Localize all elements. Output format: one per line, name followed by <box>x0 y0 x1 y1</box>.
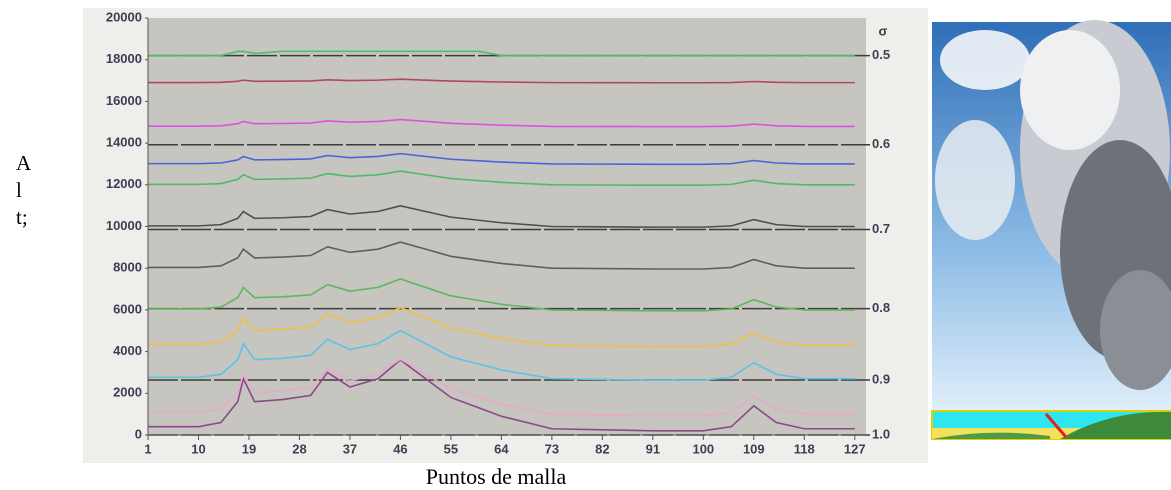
y2-tick-label: 0.7 <box>872 221 890 236</box>
x-tick-label: 37 <box>343 441 357 456</box>
x-tick-label: 55 <box>444 441 458 456</box>
y-tick-label: 8000 <box>113 260 142 275</box>
y-tick-label: 12000 <box>106 176 142 191</box>
y-tick-label: 16000 <box>106 93 142 108</box>
y2-tick-label: 0.6 <box>872 136 890 151</box>
y-tick-label: 6000 <box>113 301 142 316</box>
line <box>148 118 855 128</box>
y2-tick-label: 1.0 <box>872 426 890 441</box>
x-tick-label: 118 <box>794 441 815 456</box>
y-tick-label: 10000 <box>106 218 142 233</box>
x-tick-label: 100 <box>692 441 714 456</box>
x-tick-label: 109 <box>743 441 765 456</box>
x-tick-label: 73 <box>545 441 559 456</box>
plot-area <box>148 18 866 435</box>
x-tick-label: 82 <box>595 441 609 456</box>
y-tick-label: 14000 <box>106 135 142 150</box>
y-tick-label: 0 <box>135 426 142 441</box>
y2-axis-label: σ <box>879 23 888 38</box>
x-tick-label: 46 <box>393 441 407 456</box>
x-tick-label: 127 <box>844 441 866 456</box>
y-tick-label: 2000 <box>113 385 142 400</box>
x-tick-label: 1 <box>144 441 151 456</box>
y2-tick-label: 0.8 <box>872 300 890 315</box>
x-tick-label: 28 <box>292 441 306 456</box>
x-tick-label: 19 <box>242 441 256 456</box>
line <box>148 306 855 348</box>
y-axis-label: Alt; <box>16 151 32 229</box>
line <box>148 329 855 381</box>
line <box>148 152 855 166</box>
x-tick-label: 64 <box>494 441 509 456</box>
y2-tick-label: 0.9 <box>872 371 890 386</box>
line <box>148 50 855 57</box>
x-tick-label: 10 <box>191 441 205 456</box>
line <box>148 358 855 432</box>
y-tick-label: 18000 <box>106 51 142 66</box>
line <box>148 241 855 270</box>
line <box>148 278 855 312</box>
line <box>148 78 855 84</box>
x-tick-label: 91 <box>646 441 660 456</box>
line <box>148 205 855 228</box>
line <box>148 170 855 187</box>
photo <box>931 20 1171 440</box>
x-axis-label: Puntos de malla <box>425 464 567 489</box>
y-tick-label: 20000 <box>106 9 142 24</box>
line <box>148 358 855 417</box>
y2-tick-label: 0.5 <box>872 47 890 62</box>
y-tick-label: 4000 <box>113 343 142 358</box>
